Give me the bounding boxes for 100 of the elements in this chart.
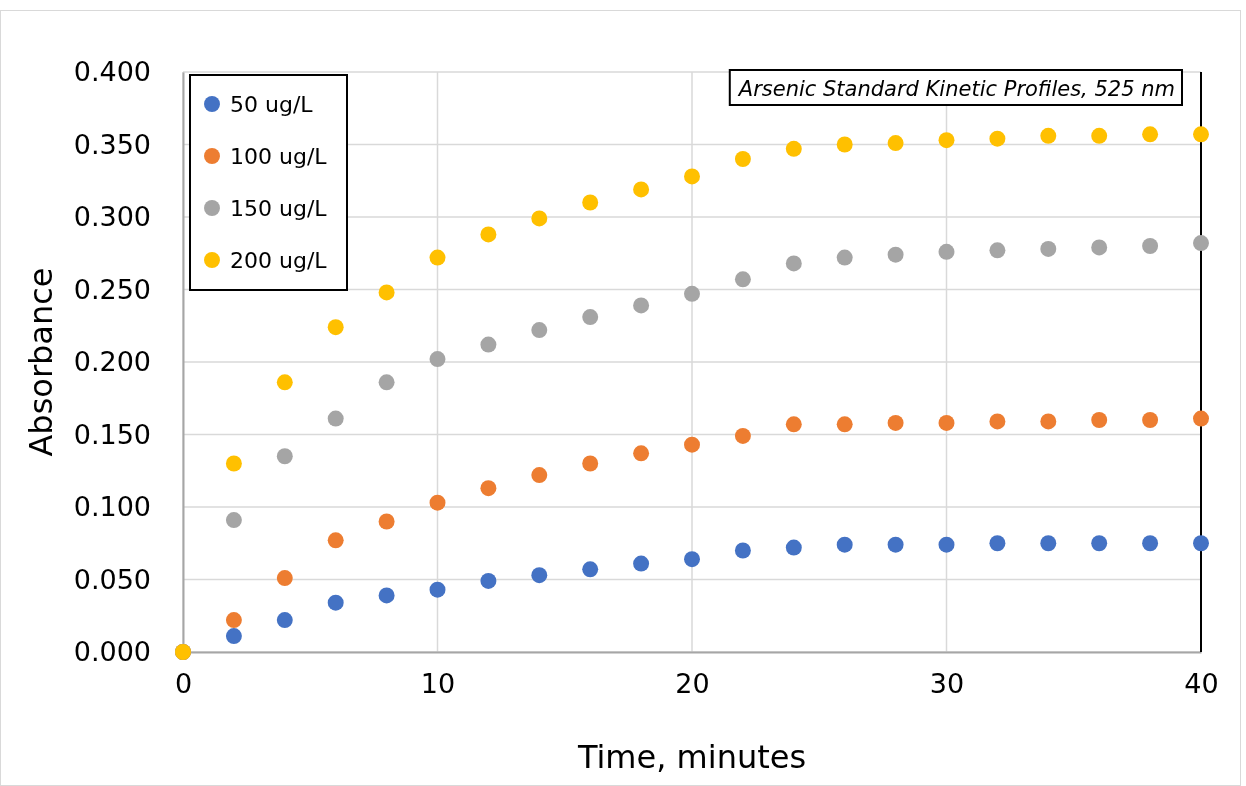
point (785, 416, 802, 433)
point (531, 467, 548, 484)
point (1142, 126, 1159, 143)
point (327, 319, 344, 336)
point (836, 136, 853, 153)
point (938, 243, 955, 260)
point (989, 535, 1006, 552)
point (887, 414, 904, 431)
point (1193, 126, 1209, 143)
point (734, 427, 751, 444)
point (327, 410, 344, 427)
x-tick-label: 20 (675, 668, 710, 700)
point (531, 322, 548, 339)
y-tick-label: 0.100 (73, 491, 151, 523)
point (225, 455, 242, 472)
x-tick-label: 30 (929, 668, 965, 700)
y-tick-label: 0.250 (73, 273, 151, 305)
y-tick-label: 0.400 (73, 56, 151, 88)
point (734, 542, 751, 559)
point (684, 285, 700, 302)
point (633, 555, 650, 572)
point (480, 226, 497, 243)
legend-label: 50 ug/L (230, 92, 314, 117)
point (480, 480, 497, 497)
point (938, 536, 955, 553)
point (276, 374, 293, 391)
point (1091, 535, 1108, 552)
point (327, 532, 344, 549)
point (785, 255, 802, 272)
point (684, 168, 700, 185)
legend-label: 150 ug/L (230, 196, 328, 221)
point (276, 570, 293, 587)
point (276, 448, 293, 465)
y-axis-title: Absorbance (22, 267, 60, 457)
point (989, 413, 1006, 430)
point (1193, 235, 1209, 252)
point (1142, 535, 1159, 552)
point (1040, 127, 1057, 144)
y-tick-label: 0.000 (73, 636, 151, 668)
point (1040, 413, 1057, 430)
point (582, 194, 599, 211)
point (938, 132, 955, 149)
x-tick-label: 40 (1184, 668, 1219, 700)
point (480, 572, 497, 589)
point (1193, 535, 1209, 552)
point (989, 242, 1006, 259)
point (429, 351, 446, 368)
point (429, 494, 446, 511)
point (378, 587, 395, 604)
point (1142, 238, 1159, 254)
point (836, 416, 853, 433)
point (429, 581, 446, 598)
point (734, 271, 751, 288)
point (378, 284, 395, 301)
point (531, 210, 548, 227)
point (1091, 239, 1108, 256)
point (1142, 412, 1159, 428)
point (1040, 240, 1057, 257)
legend-label: 200 ug/L (230, 248, 328, 273)
point (276, 612, 293, 629)
point (225, 512, 242, 529)
point (429, 249, 446, 266)
point (582, 455, 599, 472)
point (938, 414, 955, 431)
point (785, 140, 802, 157)
point (734, 151, 751, 167)
point (1091, 127, 1108, 144)
point (633, 297, 650, 314)
point (378, 374, 395, 391)
point (989, 130, 1006, 147)
point (378, 513, 395, 530)
y-tick-label: 0.350 (73, 128, 151, 160)
y-tick-label: 0.150 (73, 418, 151, 450)
point (1040, 535, 1057, 552)
point (633, 181, 650, 198)
point (633, 445, 650, 462)
point (225, 612, 242, 629)
chart-title: Arsenic Standard Kinetic Profiles, 525 nm (736, 77, 1175, 101)
point (684, 551, 700, 568)
y-tick-label: 0.200 (73, 346, 151, 378)
point (531, 567, 548, 584)
x-tick-label: 0 (174, 668, 193, 700)
point (785, 539, 802, 556)
point (887, 135, 904, 152)
x-axis-title: Time, minutes (576, 738, 807, 776)
point (684, 436, 700, 453)
point (887, 536, 904, 553)
legend-label: 100 ug/L (230, 144, 328, 169)
point (480, 336, 497, 353)
point (582, 309, 599, 326)
point (1193, 410, 1209, 427)
y-tick-label: 0.300 (73, 201, 151, 233)
point (836, 536, 853, 553)
point (836, 249, 853, 266)
point (582, 561, 599, 578)
point (1091, 412, 1108, 428)
point (327, 594, 344, 611)
x-tick-label: 10 (420, 668, 456, 700)
point (887, 246, 904, 263)
y-tick-label: 0.050 (73, 563, 151, 595)
